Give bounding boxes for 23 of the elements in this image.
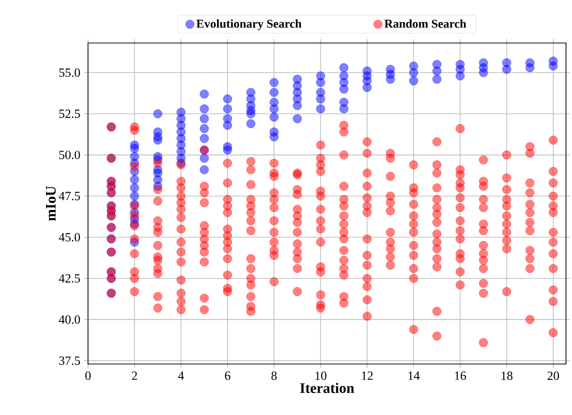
x-tick-label: 6 <box>224 372 230 380</box>
x-tick-label: 12 <box>362 372 373 380</box>
y-tick-label: 55.0 <box>59 68 80 77</box>
legend-label: Random Search <box>384 19 466 28</box>
y-tick-label: 52.5 <box>59 110 80 118</box>
y-tick-label: 42.5 <box>58 274 80 283</box>
x-tick-label: 10 <box>315 372 326 380</box>
y-tick-label: 45.0 <box>58 233 80 242</box>
legend-label: Evolutionary Search <box>196 19 302 30</box>
x-tick-label: 16 <box>455 372 466 380</box>
x-tick-label: 8 <box>271 372 277 380</box>
x-tick-label: 2 <box>132 372 137 380</box>
x-tick-label: 4 <box>178 372 184 380</box>
y-axis-title: mIoU <box>46 186 56 221</box>
y-tick-label: 47.5 <box>58 192 80 200</box>
x-tick-label: 14 <box>408 372 420 380</box>
x-tick-label: 0 <box>85 372 91 380</box>
y-tick-label: 40.0 <box>58 315 80 324</box>
x-tick-label: 20 <box>548 372 559 380</box>
y-tick-label: 50.0 <box>59 150 80 160</box>
x-axis-title: Iteration <box>300 382 354 394</box>
x-tick-label: 18 <box>502 372 512 380</box>
y-tick-label: 37.5 <box>59 356 80 365</box>
